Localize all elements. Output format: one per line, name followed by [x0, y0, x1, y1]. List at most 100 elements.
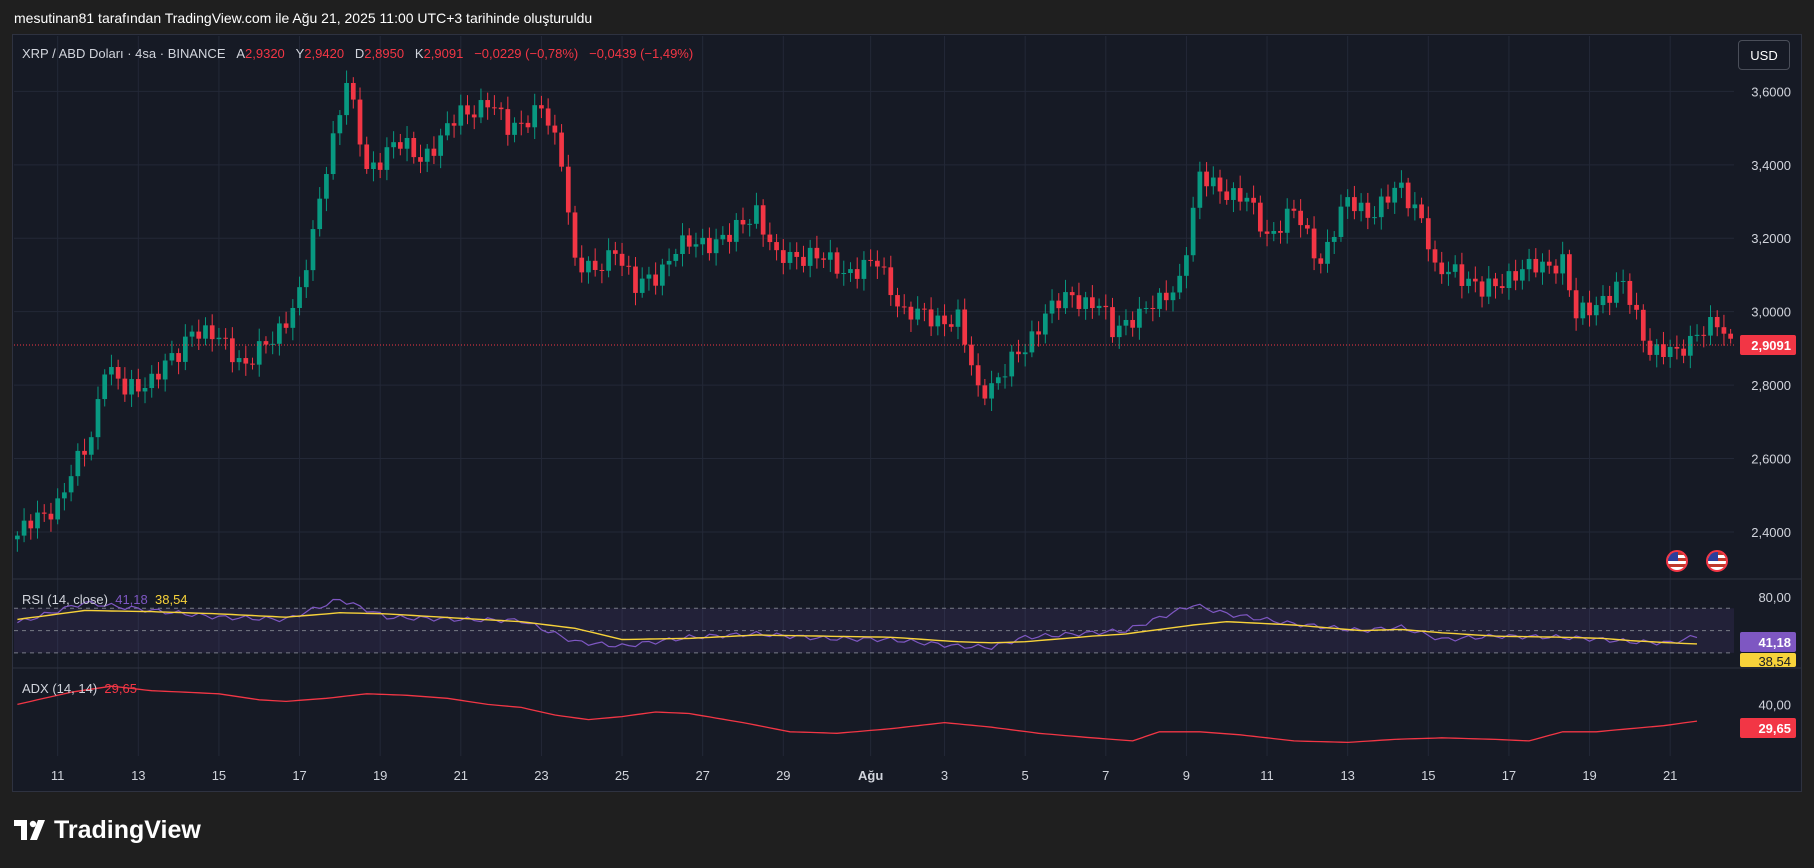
- currency-button[interactable]: USD: [1738, 40, 1790, 70]
- adx-value-badge: [1740, 718, 1796, 738]
- adx-legend[interactable]: ADX (14, 14) 29,65: [22, 681, 137, 696]
- candle-down: [1103, 305, 1109, 308]
- candle-down: [1546, 261, 1552, 266]
- candle-down: [1352, 197, 1357, 212]
- x-tick-label: 21: [454, 768, 468, 783]
- candle-down: [243, 358, 249, 364]
- candle-down: [209, 325, 215, 340]
- chart-frame[interactable]: [12, 34, 1802, 792]
- candle-up: [1029, 331, 1035, 353]
- candle-down: [539, 105, 544, 109]
- candle-up: [1667, 347, 1673, 357]
- candle-down: [1076, 295, 1082, 309]
- candle-up: [344, 82, 349, 116]
- candle-down: [498, 107, 504, 110]
- candle-down: [115, 367, 121, 379]
- candle-up: [1687, 335, 1693, 356]
- candle-up: [1022, 352, 1028, 355]
- candle-up: [680, 235, 685, 254]
- candle-down: [612, 250, 618, 254]
- candle-down: [780, 250, 786, 263]
- candle-down: [1587, 302, 1592, 316]
- candle-down: [727, 234, 732, 242]
- candle-up: [182, 336, 188, 362]
- candle-down: [1714, 316, 1720, 328]
- candle-up: [458, 105, 464, 126]
- candle-up: [62, 492, 67, 499]
- candle-up: [277, 323, 282, 344]
- candle-up: [445, 123, 450, 136]
- candle-up: [203, 325, 208, 339]
- candle-up: [35, 512, 40, 529]
- adx-value: 29,65: [104, 681, 137, 696]
- candle-up: [1197, 171, 1203, 208]
- us-flag-event-icon[interactable]: [1706, 550, 1728, 572]
- candle-down: [868, 259, 873, 261]
- candle-down: [377, 162, 383, 170]
- last-price-label: 2,9091: [1751, 338, 1791, 353]
- candle-down: [1681, 348, 1686, 356]
- tradingview-logo[interactable]: TradingView: [14, 816, 201, 845]
- candle-up: [324, 174, 329, 199]
- candle-up: [21, 520, 27, 536]
- candle-up: [337, 115, 343, 134]
- price-tick-label: 3,4000: [1751, 158, 1791, 173]
- candle-down: [1472, 278, 1478, 282]
- extra-change-value: −0,0439 (−1,49%): [589, 46, 694, 61]
- candle-down: [969, 344, 974, 366]
- candle-up: [1620, 280, 1626, 282]
- candle-down: [1036, 331, 1041, 335]
- candle-up: [720, 234, 726, 240]
- candle-down: [41, 512, 47, 514]
- candle-down: [599, 269, 605, 271]
- candle-up: [303, 270, 309, 288]
- candle-up: [330, 133, 336, 175]
- candle-down: [1090, 297, 1095, 309]
- symbol-name[interactable]: XRP / ABD Doları · 4sa · BINANCE: [22, 46, 226, 61]
- candle-down: [686, 235, 692, 247]
- chart-attribution: mesutinan81 tarafından TradingView.com i…: [14, 10, 593, 26]
- candle-down: [1573, 290, 1579, 319]
- candle-up: [1345, 197, 1351, 207]
- candle-down: [1204, 171, 1209, 187]
- candle-up: [827, 252, 833, 260]
- price-tick-label: 2,6000: [1751, 452, 1791, 467]
- candle-up: [713, 239, 719, 254]
- candle-up: [1042, 313, 1048, 335]
- candle-down: [283, 323, 289, 328]
- candle-down: [740, 219, 746, 225]
- candle-down: [982, 385, 988, 399]
- candle-up: [1372, 217, 1377, 219]
- candle-up: [1331, 236, 1337, 242]
- candle-up: [1096, 305, 1102, 309]
- candle-up: [754, 205, 759, 224]
- rsi-ma-axis-label: 38,54: [1758, 654, 1791, 669]
- candle-up: [586, 260, 591, 273]
- candle-up: [673, 253, 679, 261]
- candle-up: [1184, 255, 1189, 276]
- candle-up: [15, 535, 20, 540]
- candle-down: [975, 365, 981, 386]
- candle-down: [48, 513, 54, 520]
- adx-band-tick-label: 40,00: [1758, 697, 1791, 712]
- low-label: D: [354, 46, 365, 61]
- candle-up: [1526, 258, 1532, 270]
- high-label: Y: [295, 46, 305, 61]
- candle-down: [135, 379, 141, 392]
- candle-down: [223, 337, 228, 339]
- candle-down: [1499, 286, 1505, 289]
- candle-up: [478, 100, 484, 118]
- candle-down: [485, 100, 491, 108]
- x-tick-label: 19: [1582, 768, 1596, 783]
- candle-up: [955, 309, 961, 327]
- us-flag-event-icon[interactable]: [1666, 550, 1688, 572]
- candle-up: [129, 379, 134, 395]
- candle-down: [579, 257, 585, 273]
- candle-up: [236, 358, 242, 363]
- candle-down: [518, 122, 524, 124]
- rsi-legend[interactable]: RSI (14, close) 41,18 38,54: [22, 592, 188, 607]
- candle-down: [1567, 254, 1572, 291]
- candle-down: [1607, 295, 1613, 303]
- candle-up: [102, 374, 108, 400]
